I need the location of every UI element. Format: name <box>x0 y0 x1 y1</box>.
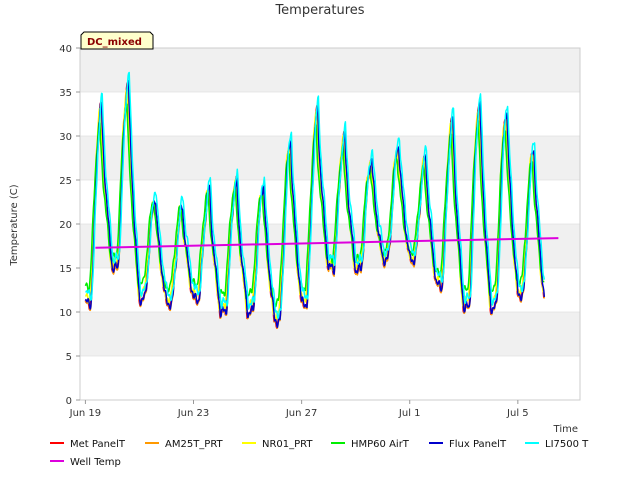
legend-label: HMP60 AirT <box>351 439 410 450</box>
y-tick-label: 35 <box>59 88 72 99</box>
x-axis-label: Time <box>553 424 578 435</box>
series-line-well-temp <box>95 237 559 249</box>
x-tick-label: Jun 19 <box>69 408 102 419</box>
grid-band <box>80 312 580 356</box>
legend-label: Met PanelT <box>70 439 126 450</box>
badge-label: DC_mixed <box>87 37 142 48</box>
dataset-badge: DC_mixed <box>80 31 154 50</box>
legend-label: LI7500 T <box>545 439 589 450</box>
x-tick-label: Jun 23 <box>177 408 210 419</box>
y-tick-label: 10 <box>59 308 72 319</box>
y-tick-label: 20 <box>59 220 72 231</box>
legend: Met PanelT AM25T_PRT NR01_PRT HMP60 AirT Flu… <box>50 439 589 468</box>
x-tick-label: Jul 5 <box>506 408 529 419</box>
x-tick-label: Jul 1 <box>398 408 421 419</box>
series-line-li7500-t <box>85 71 546 319</box>
legend-label: NR01_PRT <box>262 439 313 450</box>
series-line-nr01-prt <box>85 88 545 321</box>
legend-label: Well Temp <box>70 457 121 468</box>
y-tick-label: 30 <box>59 132 72 143</box>
series-lines <box>84 71 559 329</box>
y-tick-label: 0 <box>66 396 72 407</box>
x-tick-label: Jun 27 <box>285 408 318 419</box>
y-tick-label: 5 <box>66 352 72 363</box>
y-tick-label: 25 <box>59 176 72 187</box>
legend-label: AM25T_PRT <box>165 439 224 450</box>
y-tick-label: 40 <box>59 44 72 55</box>
y-tick-label: 15 <box>59 264 72 275</box>
grid-band <box>80 48 580 92</box>
axes: 0 5 10 15 20 25 30 35 40 Jun 19 Jun 23 Jun 27 Jul 1 J… <box>59 44 581 419</box>
grid-bands <box>80 47 580 401</box>
y-axis-label: Temperature (C) <box>9 184 20 266</box>
legend-label: Flux PanelT <box>449 439 507 450</box>
grid-band <box>80 136 580 180</box>
chart-title: Temperatures <box>274 3 364 18</box>
